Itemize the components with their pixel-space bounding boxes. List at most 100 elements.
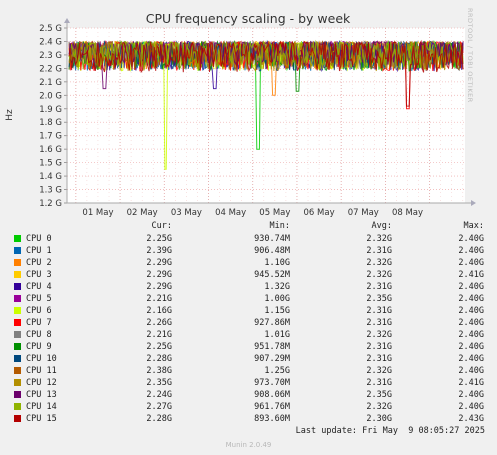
series-line-15 bbox=[68, 39, 464, 107]
munin-version-text: Munin 2.0.49 bbox=[225, 441, 272, 449]
legend-row: CPU 1 2.39G 906.48M 2.31G 2.40G bbox=[0, 245, 497, 257]
y-tick-label: 2.4 G bbox=[39, 37, 62, 47]
last-update-text: Last update: Fri May 9 08:05:27 2025 bbox=[295, 426, 485, 436]
legend-series-name: CPU 12 bbox=[26, 378, 57, 388]
legend-row: CPU 5 2.21G 1.00G 2.35G 2.40G bbox=[0, 293, 497, 305]
legend-avg-value: 2.32G bbox=[366, 402, 392, 412]
legend-col-header: Max: bbox=[463, 221, 484, 231]
legend-swatch bbox=[14, 343, 21, 350]
legend-swatch bbox=[14, 331, 21, 338]
legend-max-value: 2.40G bbox=[458, 354, 484, 364]
x-tick-label: 08 May bbox=[392, 208, 423, 218]
y-tick-label: 2.5 G bbox=[39, 24, 62, 34]
y-tick-label: 2.1 G bbox=[39, 78, 62, 88]
legend-series-name: CPU 6 bbox=[26, 306, 52, 316]
legend-min-value: 908.06M bbox=[254, 390, 290, 400]
legend-min-value: 1.01G bbox=[264, 330, 290, 340]
x-axis-arrow bbox=[471, 200, 476, 206]
legend-min-value: 1.00G bbox=[264, 294, 290, 304]
legend-min-value: 1.32G bbox=[264, 282, 290, 292]
legend-cur-value: 2.29G bbox=[146, 258, 172, 268]
legend-max-value: 2.40G bbox=[458, 318, 484, 328]
x-tick-label: 04 May bbox=[215, 208, 246, 218]
legend-row: CPU 8 2.21G 1.01G 2.32G 2.40G bbox=[0, 329, 497, 341]
y-tick-label: 2.3 G bbox=[39, 51, 62, 61]
legend-avg-value: 2.32G bbox=[366, 330, 392, 340]
rrdtool-side-label: RRDTOOL / TOBI OETIKER bbox=[466, 8, 474, 103]
legend-max-value: 2.40G bbox=[458, 330, 484, 340]
legend-avg-value: 2.31G bbox=[366, 354, 392, 364]
legend-max-value: 2.40G bbox=[458, 282, 484, 292]
x-tick-label: 07 May bbox=[348, 208, 379, 218]
y-axis-label: Hz bbox=[5, 109, 15, 121]
legend-max-value: 2.41G bbox=[458, 270, 484, 280]
legend-cur-value: 2.28G bbox=[146, 414, 172, 424]
legend-row: CPU 11 2.38G 1.25G 2.32G 2.40G bbox=[0, 365, 497, 377]
legend-swatch bbox=[14, 403, 21, 410]
x-tick-label: 05 May bbox=[259, 208, 290, 218]
legend-row: CPU 2 2.29G 1.10G 2.32G 2.40G bbox=[0, 257, 497, 269]
legend-cur-value: 2.25G bbox=[146, 234, 172, 244]
legend-avg-value: 2.31G bbox=[366, 318, 392, 328]
y-tick-label: 1.2 G bbox=[39, 199, 62, 209]
y-tick-label: 2.0 G bbox=[39, 91, 62, 101]
legend-avg-value: 2.32G bbox=[366, 258, 392, 268]
legend-series-name: CPU 4 bbox=[26, 282, 52, 292]
legend-series-name: CPU 1 bbox=[26, 246, 52, 256]
legend-min-value: 1.15G bbox=[264, 306, 290, 316]
legend-series-name: CPU 2 bbox=[26, 258, 52, 268]
y-axis-arrow bbox=[64, 18, 70, 23]
legend-series-name: CPU 9 bbox=[26, 342, 52, 352]
chart-svg: CPU frequency scaling - by week Hz 1.2 G 1.… bbox=[5, 11, 476, 218]
legend-max-value: 2.40G bbox=[458, 390, 484, 400]
series-line-13 bbox=[68, 40, 464, 90]
legend-col-header: Min: bbox=[269, 221, 290, 231]
legend-swatch bbox=[14, 355, 21, 362]
y-tick-label: 1.8 G bbox=[39, 118, 62, 128]
y-tick-label: 1.9 G bbox=[39, 105, 62, 115]
legend-swatch bbox=[14, 367, 21, 374]
legend-row: CPU 9 2.25G 951.78M 2.31G 2.40G bbox=[0, 341, 497, 353]
legend-cur-value: 2.21G bbox=[146, 330, 172, 340]
legend-min-value: 930.74M bbox=[254, 234, 290, 244]
legend-swatch bbox=[14, 295, 21, 302]
legend-swatch bbox=[14, 415, 21, 422]
legend-swatch bbox=[14, 319, 21, 326]
legend-min-value: 893.60M bbox=[254, 414, 290, 424]
legend-max-value: 2.40G bbox=[458, 342, 484, 352]
legend-col-header: Cur: bbox=[151, 221, 172, 231]
legend-series-name: CPU 0 bbox=[26, 234, 52, 244]
legend-row: CPU 6 2.16G 1.15G 2.31G 2.40G bbox=[0, 305, 497, 317]
legend-max-value: 2.40G bbox=[458, 366, 484, 376]
legend-max-value: 2.40G bbox=[458, 246, 484, 256]
legend-avg-value: 2.32G bbox=[366, 234, 392, 244]
legend-avg-value: 2.32G bbox=[366, 366, 392, 376]
legend-row: CPU 12 2.35G 973.70M 2.31G 2.41G bbox=[0, 377, 497, 389]
legend-swatch bbox=[14, 283, 21, 290]
legend-series-name: CPU 13 bbox=[26, 390, 57, 400]
legend-max-value: 2.40G bbox=[458, 258, 484, 268]
legend-min-value: 927.86M bbox=[254, 318, 290, 328]
chart-title: CPU frequency scaling - by week bbox=[146, 11, 351, 26]
y-tick-label: 1.3 G bbox=[39, 186, 62, 196]
legend-max-value: 2.43G bbox=[458, 414, 484, 424]
legend-min-value: 951.78M bbox=[254, 342, 290, 352]
legend-cur-value: 2.24G bbox=[146, 390, 172, 400]
legend-row: CPU 7 2.26G 927.86M 2.31G 2.40G bbox=[0, 317, 497, 329]
legend-cur-value: 2.16G bbox=[146, 306, 172, 316]
legend-max-value: 2.40G bbox=[458, 234, 484, 244]
legend-avg-value: 2.31G bbox=[366, 246, 392, 256]
y-tick-label: 1.4 G bbox=[39, 172, 62, 182]
legend-min-value: 973.70M bbox=[254, 378, 290, 388]
legend-min-value: 907.29M bbox=[254, 354, 290, 364]
legend-row: CPU 3 2.29G 945.52M 2.32G 2.41G bbox=[0, 269, 497, 281]
legend-avg-value: 2.30G bbox=[366, 414, 392, 424]
legend-row: CPU 14 2.27G 961.76M 2.32G 2.40G bbox=[0, 401, 497, 413]
legend-series-name: CPU 5 bbox=[26, 294, 52, 304]
legend-swatch bbox=[14, 271, 21, 278]
legend-avg-value: 2.32G bbox=[366, 270, 392, 280]
legend-max-value: 2.40G bbox=[458, 294, 484, 304]
x-tick-label: 03 May bbox=[171, 208, 202, 218]
y-tick-label: 1.6 G bbox=[39, 145, 62, 155]
y-tick-label: 1.5 G bbox=[39, 159, 62, 169]
